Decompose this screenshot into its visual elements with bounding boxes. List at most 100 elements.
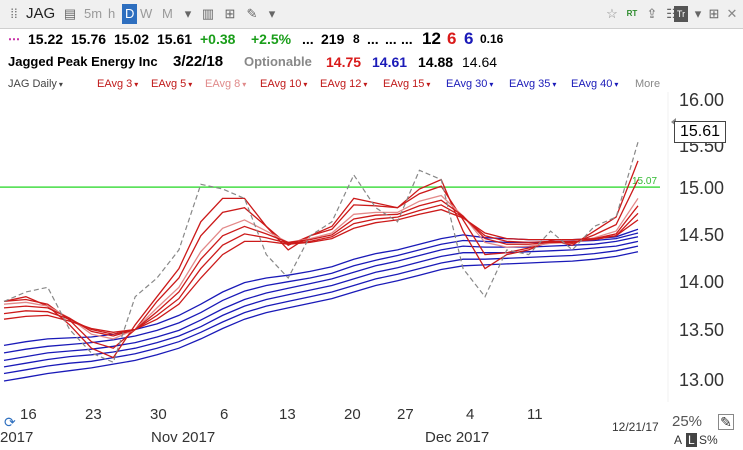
quote-volume: 219 bbox=[321, 31, 345, 47]
quote-v4: 14.64 bbox=[462, 54, 498, 70]
quote-low: 15.02 bbox=[114, 31, 150, 47]
close-icon[interactable]: ✕ bbox=[726, 6, 738, 21]
quote-n4: 0.16 bbox=[480, 32, 504, 46]
optionable-label: Optionable bbox=[244, 54, 312, 69]
y-tick-label: 13.50 bbox=[679, 320, 725, 340]
percent-scale-label: S% bbox=[699, 433, 718, 447]
legend-dropdown-icon: ▾ bbox=[552, 80, 557, 89]
legend-label: EAvg 10 bbox=[260, 78, 302, 90]
company-name: Jagged Peak Energy Inc bbox=[8, 54, 158, 69]
quote-date: 3/22/18 bbox=[173, 53, 224, 70]
legend-eavg-40[interactable]: EAvg 40 ▾ bbox=[571, 76, 618, 93]
calculator-icon[interactable]: ⊞ bbox=[224, 6, 236, 21]
x-tick-label: 6 bbox=[220, 406, 229, 423]
month-label: Nov 2017 bbox=[151, 429, 216, 446]
menu-grid-icon[interactable]: ⁞⁞ bbox=[10, 6, 18, 21]
y-tick-label: 14.50 bbox=[679, 225, 725, 245]
legend-label: EAvg 35 bbox=[509, 78, 551, 90]
bar-chart-icon[interactable]: ▥ bbox=[201, 6, 215, 21]
print-icon[interactable]: ▤ bbox=[63, 6, 77, 21]
legend-label: EAvg 15 bbox=[383, 78, 425, 90]
legend-label: EAvg 12 bbox=[320, 78, 362, 90]
percent-scale-button[interactable]: S% bbox=[699, 433, 718, 447]
legend-more[interactable]: More bbox=[635, 78, 661, 90]
moving-average-line bbox=[3, 194, 639, 340]
quote-line-1: ⋯ 15.22 15.76 15.02 15.61 +0.38 +2.5% ..… bbox=[0, 28, 743, 50]
x-tick-label: 13 bbox=[279, 406, 296, 423]
moving-average-line bbox=[3, 251, 639, 382]
legend-label: EAvg 30 bbox=[446, 78, 488, 90]
quote-menu-icon[interactable]: ⋯ bbox=[8, 32, 20, 46]
legend-dropdown-icon: ▾ bbox=[614, 80, 619, 89]
legend-dropdown-icon: ▾ bbox=[242, 80, 247, 89]
x-tick-label: 30 bbox=[150, 406, 167, 423]
settings-dropdown-icon[interactable]: ▾ bbox=[268, 6, 276, 21]
x-tick-label: 20 bbox=[344, 406, 361, 423]
quote-vol-small: 8 bbox=[353, 32, 360, 46]
month-label: Dec 2017 bbox=[425, 429, 490, 446]
legend-dropdown-icon: ▾ bbox=[426, 80, 431, 89]
moving-average-line bbox=[3, 160, 639, 359]
interval-m[interactable]: M bbox=[162, 6, 173, 21]
tr-icon[interactable]: Tr bbox=[674, 6, 688, 22]
month-label: 2017 bbox=[0, 429, 34, 446]
price-chart[interactable]: 15.07 bbox=[0, 92, 743, 450]
interval-d[interactable]: D bbox=[122, 4, 138, 24]
y-tick-label: 13.00 bbox=[679, 370, 725, 390]
moving-average-line bbox=[3, 204, 639, 335]
legend-eavg-15[interactable]: EAvg 15 ▾ bbox=[383, 76, 430, 93]
legend-eavg-12[interactable]: EAvg 12 ▾ bbox=[320, 76, 367, 93]
x-tick-label: 4 bbox=[466, 406, 475, 423]
interval-5m[interactable]: 5m bbox=[84, 6, 103, 21]
legend-eavg-10[interactable]: EAvg 10 ▾ bbox=[260, 76, 307, 93]
auto-scale-label: A bbox=[674, 433, 683, 447]
symbol-label[interactable]: JAG bbox=[26, 5, 56, 22]
log-scale-label: L bbox=[688, 433, 695, 447]
legend-eavg-8[interactable]: EAvg 8 ▾ bbox=[205, 76, 246, 93]
legend-label: JAG Daily bbox=[8, 78, 57, 90]
y-tick-label: 16.00 bbox=[679, 90, 725, 110]
quote-close: 15.61 bbox=[157, 31, 193, 47]
quote-ellipsis-1: ... bbox=[302, 31, 314, 47]
legend-eavg-3[interactable]: EAvg 3 ▾ bbox=[97, 76, 138, 93]
legend-eavg-5[interactable]: EAvg 5 ▾ bbox=[151, 76, 192, 93]
window-menu-icon[interactable]: ⊞ bbox=[708, 6, 720, 21]
moving-average-line bbox=[3, 245, 639, 375]
draw-pencil-icon[interactable]: ✎ bbox=[246, 6, 258, 21]
quote-ellipsis-2: ... bbox=[367, 31, 379, 47]
log-scale-button[interactable]: L bbox=[686, 433, 697, 447]
x-tick-label: 27 bbox=[397, 406, 414, 423]
toolbar: ⁞⁞ JAG ▤ 5m h D W M ▾ ▥ ⊞ ✎ ▾ ☆ RT ⇪ ☷ T… bbox=[0, 0, 743, 29]
auto-scale-button[interactable]: A bbox=[674, 433, 683, 447]
refresh-icon[interactable]: ⟳ bbox=[4, 414, 16, 430]
legend-jag-daily[interactable]: JAG Daily ▾ bbox=[8, 76, 63, 93]
quote-line-2: Jagged Peak Energy Inc 3/22/18 Optionabl… bbox=[0, 51, 743, 73]
quote-v3: 14.88 bbox=[418, 54, 454, 70]
star-icon[interactable]: ☆ bbox=[606, 6, 618, 21]
quote-change: +0.38 bbox=[200, 31, 236, 47]
quote-last: 15.22 bbox=[28, 31, 64, 47]
legend-label: EAvg 5 bbox=[151, 78, 187, 90]
filter-icon[interactable]: ☷ bbox=[666, 6, 678, 21]
indicator-legend: JAG Daily ▾ EAvg 3 ▾ EAvg 5 ▾ EAvg 8 ▾ EAvg … bbox=[0, 76, 743, 92]
x-tick-label: 23 bbox=[85, 406, 102, 423]
dropdown-icon[interactable]: ▾ bbox=[184, 6, 192, 21]
quote-high: 15.76 bbox=[71, 31, 107, 47]
quote-change-pct: +2.5% bbox=[251, 31, 292, 47]
horizontal-level-label: 15.07 bbox=[632, 176, 657, 187]
rt-icon[interactable]: RT bbox=[626, 9, 638, 18]
zoom-level[interactable]: 25% bbox=[672, 413, 703, 430]
legend-dropdown-icon: ▾ bbox=[188, 80, 193, 89]
legend-eavg-35[interactable]: EAvg 35 ▾ bbox=[509, 76, 556, 93]
tr-dropdown-icon[interactable]: ▾ bbox=[694, 6, 702, 21]
moving-average-line bbox=[3, 199, 639, 337]
legend-dropdown-icon: ▾ bbox=[134, 80, 139, 89]
legend-label: EAvg 40 bbox=[571, 78, 613, 90]
interval-w[interactable]: W bbox=[140, 6, 153, 21]
legend-eavg-30[interactable]: EAvg 30 ▾ bbox=[446, 76, 493, 93]
x-tick-label: 16 bbox=[20, 406, 37, 423]
interval-h[interactable]: h bbox=[108, 6, 116, 21]
share-icon[interactable]: ⇪ bbox=[646, 6, 658, 21]
edit-icon[interactable]: ✎ bbox=[718, 414, 734, 430]
quote-n3: 6 bbox=[464, 29, 474, 48]
